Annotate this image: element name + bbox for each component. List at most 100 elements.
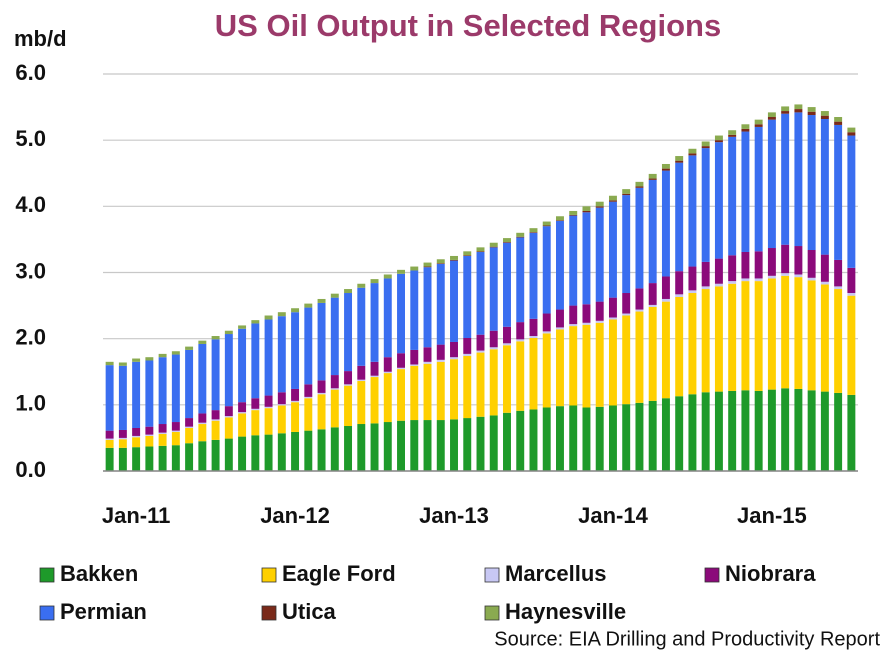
legend-swatch — [39, 567, 55, 583]
bar-segment — [701, 146, 710, 149]
bar-segment — [754, 281, 763, 391]
bar-segment — [556, 309, 564, 328]
bar-segment — [728, 134, 737, 137]
bar-segment — [145, 357, 154, 361]
bar-segment — [291, 388, 300, 401]
bar-segment — [622, 315, 631, 405]
x-tick-label: Jan-15 — [737, 503, 807, 528]
bar-segment — [503, 242, 511, 243]
bar-segment — [714, 283, 723, 287]
bar-segment — [436, 259, 445, 264]
bar-segment — [688, 153, 697, 156]
y-tick-label: 2.0 — [15, 324, 46, 349]
bar-segment — [450, 359, 458, 420]
bar-segment — [675, 294, 684, 297]
bar-segment — [251, 435, 260, 471]
bar-segment — [529, 232, 538, 233]
bar-segment — [569, 305, 578, 325]
bar-segment — [291, 400, 300, 403]
bar-segment — [542, 313, 551, 332]
bar-segment — [608, 200, 617, 202]
bar-segment — [529, 318, 538, 337]
bar-segment — [542, 225, 551, 227]
bar-segment — [595, 206, 604, 208]
legend-swatch — [261, 605, 277, 621]
x-tick-label: Jan-11 — [102, 503, 171, 528]
legend-label: Utica — [282, 599, 337, 624]
bar-segment — [198, 340, 207, 344]
bar-segment — [304, 396, 313, 399]
bar-segment — [781, 244, 790, 274]
bar-segment — [820, 391, 829, 471]
bar-segment — [661, 298, 670, 302]
bar-segment — [357, 381, 366, 425]
bar-segment — [370, 279, 379, 284]
bar-segment — [277, 312, 286, 317]
bar-segment — [794, 112, 803, 247]
bar-segment — [344, 426, 353, 471]
bar-segment — [582, 324, 591, 408]
y-tick-label: 4.0 — [15, 192, 46, 217]
bar-segment — [556, 327, 564, 330]
bar-segment — [211, 410, 220, 420]
bar-segment — [291, 431, 300, 471]
bar-segment — [132, 437, 141, 448]
chart-title: US Oil Output in Selected Regions — [215, 8, 721, 43]
bar-segment — [185, 349, 194, 419]
bar-segment — [224, 417, 233, 439]
bar-segment — [820, 284, 829, 392]
x-tick-label: Jan-14 — [578, 503, 648, 528]
bar-segment — [595, 406, 604, 471]
bar-segment — [277, 404, 286, 406]
bar-segment — [529, 228, 538, 233]
bar-segment — [608, 195, 617, 201]
bar-segment — [569, 215, 578, 306]
bar-segment — [807, 107, 816, 112]
bar-segment — [608, 201, 617, 298]
bar-segment — [397, 269, 405, 274]
bar-segment — [542, 226, 551, 314]
bar-segment — [476, 350, 485, 353]
bar-segment — [410, 364, 419, 366]
bar-segment — [807, 250, 816, 278]
bar-segment — [211, 339, 220, 411]
bar-segment — [489, 415, 498, 471]
bar-segment — [728, 130, 737, 135]
bar-segment — [118, 429, 127, 438]
bar-segment — [714, 135, 723, 141]
bar-segment — [410, 420, 419, 471]
bar-segment — [357, 287, 366, 366]
bar-segment — [728, 390, 737, 471]
bar-segment — [185, 443, 194, 471]
bar-segment — [145, 434, 154, 436]
bar-segment — [701, 286, 710, 290]
bar-segment — [608, 317, 617, 320]
bar-segment — [688, 266, 697, 291]
bar-segment — [622, 404, 631, 471]
bar-segment — [397, 273, 405, 354]
legend-label: Haynesville — [505, 599, 626, 624]
bar-segment — [383, 373, 392, 423]
bar-segment — [291, 308, 300, 313]
bar-segment — [198, 413, 207, 423]
legend-label: Marcellus — [505, 561, 607, 586]
bar-segment — [224, 438, 233, 471]
bar-segment — [238, 328, 247, 403]
bar-segment — [277, 392, 286, 405]
bar-segment — [556, 406, 564, 471]
bar-segment — [542, 221, 551, 226]
x-tick-label: Jan-12 — [260, 503, 330, 528]
bar-segment — [781, 273, 790, 276]
bar-segment — [714, 258, 723, 284]
bar-segment — [661, 170, 670, 277]
bar-segment — [847, 394, 856, 471]
bar-segment — [330, 375, 339, 389]
bar-segment — [158, 353, 167, 358]
bar-segment — [781, 275, 790, 389]
bar-segment — [794, 104, 803, 110]
bar-segment — [317, 429, 326, 471]
bar-segment — [767, 278, 776, 390]
bar-segment — [304, 307, 313, 385]
bar-segment — [224, 416, 233, 418]
bar-segment — [608, 297, 617, 318]
